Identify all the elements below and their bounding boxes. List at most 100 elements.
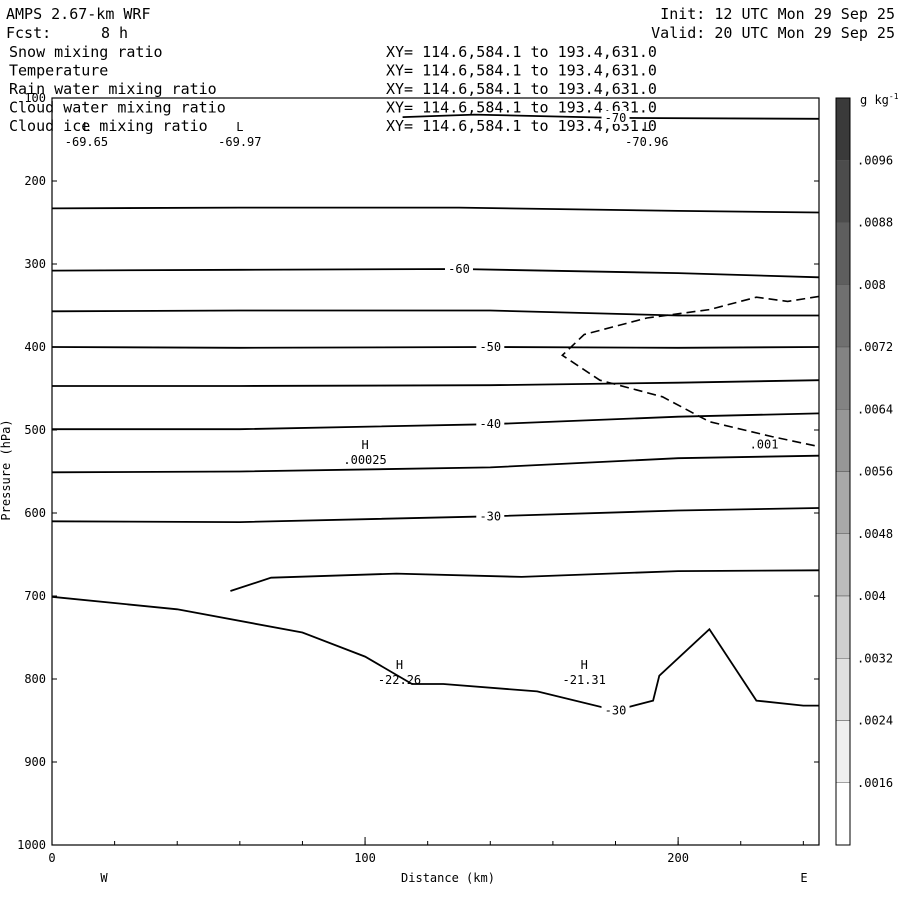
extreme-value: .00025: [343, 453, 386, 467]
y-tick-label: 700: [24, 589, 46, 603]
east-label: E: [800, 871, 807, 885]
temperature-contour: [51, 595, 819, 712]
contour-label-bg: [444, 261, 473, 275]
y-tick-label: 600: [24, 506, 46, 520]
contour-label-bg: [476, 417, 505, 431]
temperature-contour: [51, 346, 820, 349]
temperature-contours: -70 -60 -50 -40 -30 -30: [51, 110, 820, 718]
extreme-value: -70.96: [625, 135, 668, 149]
colorbar-label: .0056: [857, 465, 893, 479]
contour-label-bg: [476, 509, 505, 523]
colorbar: .0096 .0088 .008 .0072 .0064 .0056 .0048 .004 .0…: [835, 97, 893, 846]
colorbar-swatch: [835, 160, 851, 223]
extreme-value: -69.65: [65, 135, 108, 149]
contour-label: -60: [448, 262, 470, 276]
temperature-contour: [51, 206, 820, 214]
colorbar-swatch: [835, 658, 851, 721]
temperature-contour: [51, 454, 820, 474]
temperature-contour: [52, 379, 820, 387]
ice-contour-line: [561, 295, 820, 448]
extreme-marker: L: [83, 120, 90, 134]
field-xy-range: XY= 114.6,584.1 to 193.4,631.0: [386, 43, 657, 61]
colorbar-swatch: [835, 284, 851, 348]
colorbar-swatch: [835, 471, 851, 534]
forecast-label: Fcst:: [6, 24, 51, 42]
field-xy-range: XY= 114.6,584.1 to 193.4,631.0: [386, 62, 657, 80]
colorbar-label: .0096: [857, 153, 893, 167]
colorbar-label: .0032: [857, 651, 893, 665]
contour-label: -70: [605, 111, 627, 125]
colorbar-swatch: [835, 97, 851, 161]
colorbar-swatch: [835, 782, 851, 846]
colorbar-label: .008: [857, 278, 886, 292]
colorbar-swatch: [835, 346, 851, 410]
y-tick-label: 400: [24, 340, 46, 354]
extreme-marker: H: [396, 658, 403, 672]
contour-label-bg: [476, 340, 505, 353]
y-tick-label: 800: [24, 672, 46, 686]
contour-label: -50: [479, 340, 501, 354]
field-name: Cloud ice mixing ratio: [9, 117, 208, 135]
ice-contour-label: .001: [750, 438, 779, 452]
y-tick-label: 200: [24, 174, 46, 188]
colorbar-label: .0072: [857, 340, 893, 354]
contour-label-bg: [601, 110, 630, 124]
west-label: W: [100, 871, 108, 885]
init-time: Init: 12 UTC Mon 29 Sep 25: [660, 5, 895, 23]
temperature-contour: [51, 309, 819, 317]
extreme-marker: H: [361, 438, 368, 452]
x-axis: 0 100 200: [48, 837, 804, 865]
field-xy-range: XY= 114.6,584.1 to 193.4,631.0: [386, 80, 657, 98]
colorbar-label: .0016: [857, 776, 893, 790]
field-name: Cloud water mixing ratio: [9, 99, 226, 117]
y-tick-label: 300: [24, 257, 46, 271]
model-title: AMPS 2.67-km WRF: [6, 5, 151, 23]
colorbar-label: .0064: [857, 402, 893, 416]
contour-label: -40: [479, 417, 501, 431]
colorbar-label: .0048: [857, 527, 893, 541]
contour-label: -30: [605, 704, 627, 718]
field-legend: Snow mixing ratio XY= 114.6,584.1 to 193.…: [9, 43, 657, 135]
field-xy-range: XY= 114.6,584.1 to 193.4,631.0: [386, 117, 657, 135]
colorbar-label: .0024: [857, 714, 893, 728]
field-name: Temperature: [9, 62, 108, 80]
extreme-marker: H: [581, 658, 588, 672]
temperature-contour: [51, 268, 820, 279]
colorbar-swatch: [835, 720, 851, 783]
colorbar-label: .004: [857, 589, 886, 603]
colorbar-swatch: [835, 595, 851, 659]
extreme-marker: L: [643, 120, 650, 134]
contour-label: -30: [479, 509, 501, 523]
field-name: Rain water mixing ratio: [9, 80, 217, 98]
x-axis-label: Distance (km): [401, 871, 495, 885]
x-tick-label: 200: [667, 851, 689, 865]
colorbar-swatch: [835, 533, 851, 597]
x-tick-label: 0: [48, 851, 55, 865]
extreme-value: -21.31: [563, 673, 606, 687]
y-tick-label: 1000: [17, 838, 46, 852]
colorbar-label: .0088: [857, 216, 893, 230]
y-axis-label: Pressure (hPa): [0, 419, 13, 520]
colorbar-swatch: [835, 222, 851, 285]
temperature-contour: [402, 113, 820, 120]
y-tick-label: 900: [24, 755, 46, 769]
y-axis: 100 200 300 400 500 600 700 800 900 1000: [17, 91, 819, 852]
extreme-marker: L: [236, 120, 243, 134]
extreme-markers: L-69.65L-69.97L-70.96H-22.26H-21.31H.000…: [65, 120, 669, 687]
y-tick-label: 100: [24, 91, 46, 105]
cloud-ice-contour: .001: [561, 295, 820, 452]
colorbar-unit: g kg-1: [860, 92, 899, 107]
colorbar-frame: [835, 97, 851, 846]
temperature-contour: [51, 507, 820, 524]
colorbar-swatch: [835, 409, 851, 472]
temperature-contour: [230, 569, 820, 592]
temperature-contour: [52, 412, 820, 431]
extreme-value: -22.26: [378, 673, 421, 687]
valid-time: Valid: 20 UTC Mon 29 Sep 25: [651, 24, 895, 42]
contour-label-bg: [601, 703, 630, 717]
forecast-hour: 8 h: [101, 24, 128, 42]
x-tick-label: 100: [354, 851, 376, 865]
y-tick-label: 500: [24, 423, 46, 437]
field-xy-range: XY= 114.6,584.1 to 193.4,631.0: [386, 99, 657, 117]
